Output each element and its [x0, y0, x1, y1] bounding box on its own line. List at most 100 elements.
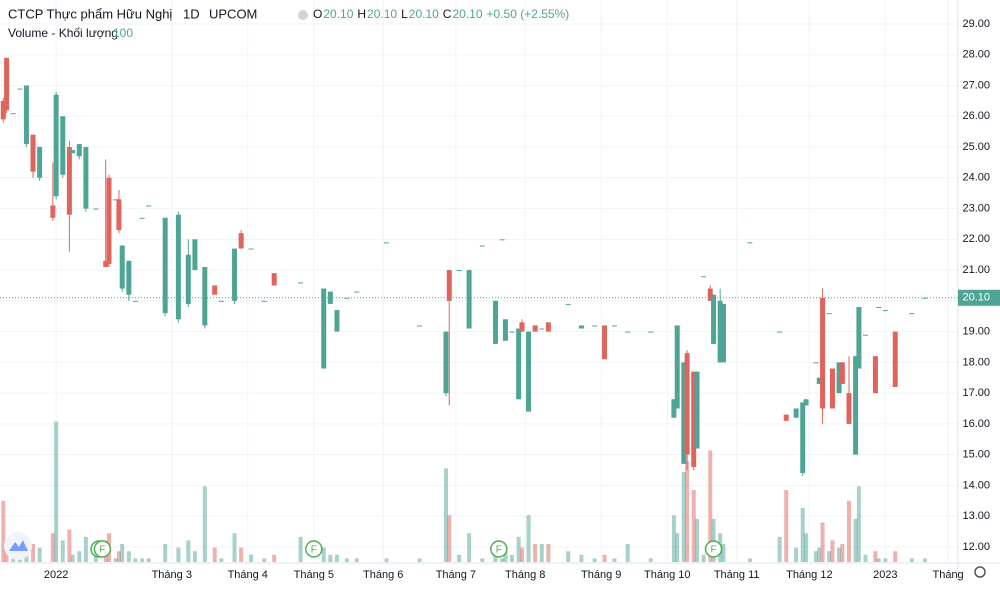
candle-body — [50, 205, 56, 218]
volume-bar — [133, 558, 138, 562]
candle-body — [175, 214, 181, 320]
candle-body — [839, 362, 845, 384]
candle-body — [76, 143, 82, 157]
volume-bar — [566, 551, 571, 562]
volume-bar — [804, 533, 809, 562]
volume-bar — [876, 558, 881, 562]
candle-body — [60, 116, 66, 175]
candle-body — [456, 270, 462, 272]
ohlc-key: L — [401, 7, 408, 21]
y-tick-label: 17.00 — [962, 387, 990, 399]
x-tick-label: Tháng 7 — [436, 569, 476, 581]
volume-bar — [539, 544, 544, 562]
volume-bar — [681, 472, 686, 562]
volume-bar — [612, 558, 617, 562]
candle-body — [83, 147, 89, 209]
candle-body — [70, 150, 76, 154]
x-tick-label: Tháng 9 — [581, 569, 621, 581]
volume-bar — [840, 544, 845, 562]
candle-body — [321, 288, 327, 369]
volume-bar — [503, 547, 508, 562]
candle-body — [17, 88, 23, 90]
candle-body — [502, 319, 508, 341]
volume-bar — [457, 554, 462, 562]
exchange: UPCOM — [209, 6, 257, 21]
volume-bar — [126, 551, 131, 562]
candle-body — [701, 276, 707, 278]
volume-bar — [695, 518, 700, 562]
event-marker — [490, 540, 508, 558]
volume-bar — [321, 547, 326, 562]
x-tick-label: Tháng 8 — [505, 569, 545, 581]
volume-bar — [334, 554, 339, 562]
candle-body — [238, 233, 244, 249]
volume-bar — [813, 551, 818, 562]
volume-bar — [93, 554, 98, 562]
candle-body — [493, 300, 499, 344]
x-tick-label: Tháng 10 — [644, 569, 690, 581]
candle-body — [909, 313, 915, 315]
volume-bar — [77, 551, 82, 562]
x-tick-label: 2022 — [44, 569, 68, 581]
event-label: F — [496, 545, 502, 556]
volume-bar — [443, 468, 448, 562]
volume-bar — [344, 558, 349, 562]
candle-body — [872, 356, 878, 394]
candle-body — [354, 291, 360, 293]
volume-bar — [146, 558, 151, 562]
candle-body — [37, 147, 43, 178]
volume-bar — [31, 544, 36, 562]
event-label: F — [99, 545, 105, 556]
x-tick-label: Tháng — [932, 569, 963, 581]
candle-body — [499, 239, 505, 241]
volume-bar — [533, 544, 538, 562]
candle-body — [212, 285, 218, 295]
volume-bar — [516, 536, 521, 562]
settings-icon[interactable] — [974, 566, 986, 578]
candle-body — [720, 303, 726, 363]
y-tick-label: 27.00 — [962, 79, 990, 91]
candle-body — [526, 331, 532, 412]
ohlc-value: 20.10 — [323, 7, 353, 21]
ohlc-value: 20.10 — [367, 7, 397, 21]
volume-bar — [827, 551, 832, 562]
candle-body — [479, 245, 485, 247]
y-tick-label: 15.00 — [962, 449, 990, 461]
volume-bar — [784, 490, 789, 562]
volume-bar — [863, 554, 868, 562]
candle-body — [671, 399, 677, 418]
volume-bar — [272, 554, 277, 562]
volume-bar — [212, 547, 217, 562]
candle-body — [545, 322, 551, 332]
last-price-box — [958, 289, 1000, 306]
candle-body — [261, 300, 267, 302]
candle-body — [681, 362, 687, 464]
volume-bar — [685, 461, 690, 562]
volume-bar — [467, 533, 472, 562]
candle-body — [856, 306, 862, 369]
candle-body — [103, 260, 109, 268]
volume-label: Volume - Khối lượng — [8, 26, 118, 40]
volume-bar — [602, 554, 607, 562]
ohlc-value: 20.10 — [452, 7, 482, 21]
candle-body — [232, 248, 238, 301]
candle-body — [820, 297, 826, 409]
candle-body — [783, 414, 789, 421]
volume-bar — [873, 551, 878, 562]
y-tick-label: 29.00 — [962, 18, 990, 30]
event-marker — [93, 540, 112, 558]
x-tick-label: Tháng 4 — [228, 569, 268, 581]
candle-body — [162, 217, 168, 314]
candle-body — [519, 322, 525, 332]
candle-body — [565, 303, 571, 305]
candle-body — [218, 300, 224, 302]
volume-bar — [249, 554, 254, 562]
candle-body — [816, 377, 822, 384]
y-tick-label: 26.00 — [962, 110, 990, 122]
candle-body — [132, 300, 138, 302]
candle-body — [185, 254, 191, 304]
logo — [4, 532, 32, 560]
volume-bar — [579, 554, 584, 562]
header: CTCP Thực phẩm Hữu Nghị 1D UPCOM Volume … — [8, 6, 569, 40]
